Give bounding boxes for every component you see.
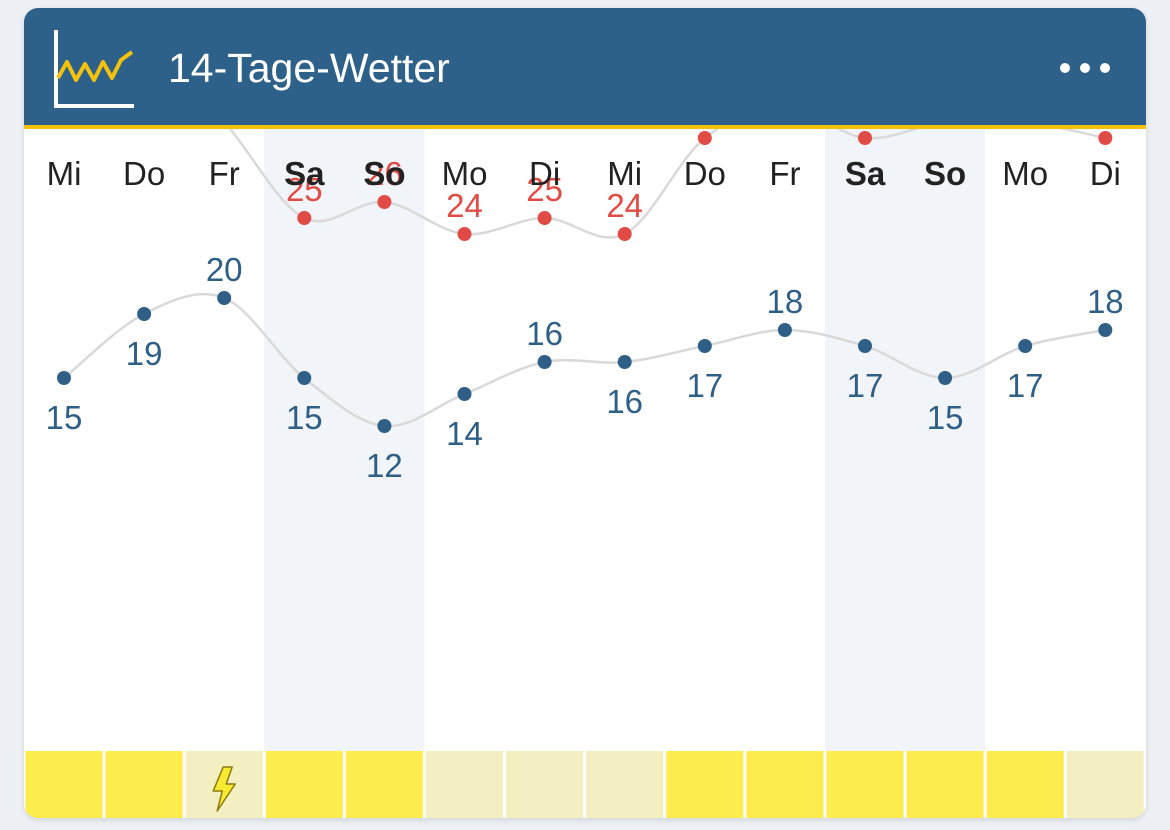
high-temp-label: 24 bbox=[446, 187, 483, 224]
low-temp-point[interactable] bbox=[617, 355, 632, 369]
high-temp-point[interactable] bbox=[1098, 131, 1113, 145]
low-temp-label: 15 bbox=[46, 399, 83, 436]
day-label: Fr bbox=[209, 155, 240, 192]
day-label: Sa bbox=[284, 155, 325, 192]
low-temp-point[interactable] bbox=[457, 387, 472, 401]
high-temp-line bbox=[228, 129, 1106, 239]
day-label: So bbox=[363, 155, 405, 192]
strip-cell[interactable] bbox=[826, 751, 904, 818]
card-header: 14-Tage-Wetter bbox=[24, 8, 1146, 125]
low-temp-point[interactable] bbox=[137, 307, 152, 321]
low-temp-label: 16 bbox=[606, 383, 643, 420]
weekend-column bbox=[264, 129, 345, 751]
strip-cell[interactable] bbox=[425, 751, 504, 818]
strip-cell[interactable] bbox=[586, 751, 664, 818]
low-temp-label: 15 bbox=[286, 399, 323, 436]
day-label: Do bbox=[123, 155, 165, 192]
forecast-chart: 3336312526242524303230313130151920151214… bbox=[25, 129, 1144, 818]
strip-cell[interactable] bbox=[986, 751, 1064, 818]
strip-cell[interactable] bbox=[105, 751, 183, 818]
day-label: Mo bbox=[1002, 155, 1048, 192]
strip-cell[interactable] bbox=[265, 751, 343, 818]
strip-cell[interactable] bbox=[25, 751, 103, 818]
low-temp-label: 17 bbox=[1007, 367, 1044, 404]
lightning-icon bbox=[212, 766, 236, 812]
strip-cell[interactable] bbox=[506, 751, 584, 818]
low-temp-label: 15 bbox=[927, 399, 964, 436]
low-temp-label: 12 bbox=[366, 447, 403, 484]
strip-cell[interactable] bbox=[746, 751, 824, 818]
low-temp-point[interactable] bbox=[938, 371, 953, 385]
high-temp-label: 25 bbox=[526, 171, 563, 208]
forecast-card: 14-Tage-Wetter 3336312526242524303230313… bbox=[24, 8, 1146, 818]
high-temp-point[interactable] bbox=[457, 227, 472, 241]
weekend-column bbox=[344, 129, 425, 751]
low-temp-point[interactable] bbox=[537, 355, 552, 369]
high-temp-point[interactable] bbox=[617, 227, 632, 241]
high-temp-label: 26 bbox=[366, 155, 403, 192]
header-accent-bar bbox=[24, 125, 1146, 129]
high-temp-point[interactable] bbox=[537, 211, 552, 225]
low-temp-point[interactable] bbox=[858, 339, 872, 353]
high-temp-point[interactable] bbox=[297, 211, 312, 225]
day-label: So bbox=[924, 155, 966, 192]
low-temp-label: 16 bbox=[526, 315, 563, 352]
low-temp-point[interactable] bbox=[777, 323, 792, 337]
low-temp-label: 20 bbox=[206, 251, 243, 288]
strip-cell[interactable] bbox=[906, 751, 984, 818]
high-temp-point[interactable] bbox=[697, 131, 712, 145]
weekend-column bbox=[905, 129, 986, 751]
strip-cell[interactable] bbox=[345, 751, 423, 818]
low-temp-label: 19 bbox=[126, 335, 163, 372]
low-temp-point[interactable] bbox=[57, 371, 71, 385]
low-temp-point[interactable] bbox=[1098, 323, 1113, 337]
day-label: Mo bbox=[442, 155, 488, 192]
low-temp-point[interactable] bbox=[297, 371, 312, 385]
high-temp-point[interactable] bbox=[377, 195, 392, 209]
day-label: Mi bbox=[47, 155, 82, 192]
high-temp-label: 24 bbox=[606, 187, 643, 224]
strip-cell[interactable] bbox=[666, 751, 744, 818]
day-label: Mi bbox=[607, 155, 642, 192]
day-label: Di bbox=[529, 155, 560, 192]
low-temp-label: 18 bbox=[767, 283, 804, 320]
low-temp-point[interactable] bbox=[217, 291, 232, 305]
low-temp-point[interactable] bbox=[377, 419, 392, 433]
day-label: Fr bbox=[769, 155, 800, 192]
card-title: 14-Tage-Wetter bbox=[168, 45, 450, 91]
high-temp-point[interactable] bbox=[858, 131, 872, 145]
weekend-column bbox=[824, 129, 906, 751]
strip-cell[interactable] bbox=[1066, 751, 1144, 818]
day-label: Di bbox=[1090, 155, 1121, 192]
day-label: Do bbox=[684, 155, 726, 192]
high-temp-label: 25 bbox=[286, 171, 323, 208]
more-dots-icon[interactable] bbox=[1052, 44, 1118, 92]
low-temp-label: 14 bbox=[446, 415, 483, 452]
low-temp-point[interactable] bbox=[697, 339, 712, 353]
chart-line-icon bbox=[54, 30, 134, 108]
low-temp-label: 17 bbox=[686, 367, 723, 404]
low-temp-point[interactable] bbox=[1018, 339, 1033, 353]
low-temp-label: 18 bbox=[1087, 283, 1124, 320]
low-temp-label: 17 bbox=[847, 367, 884, 404]
day-label: Sa bbox=[845, 155, 886, 192]
